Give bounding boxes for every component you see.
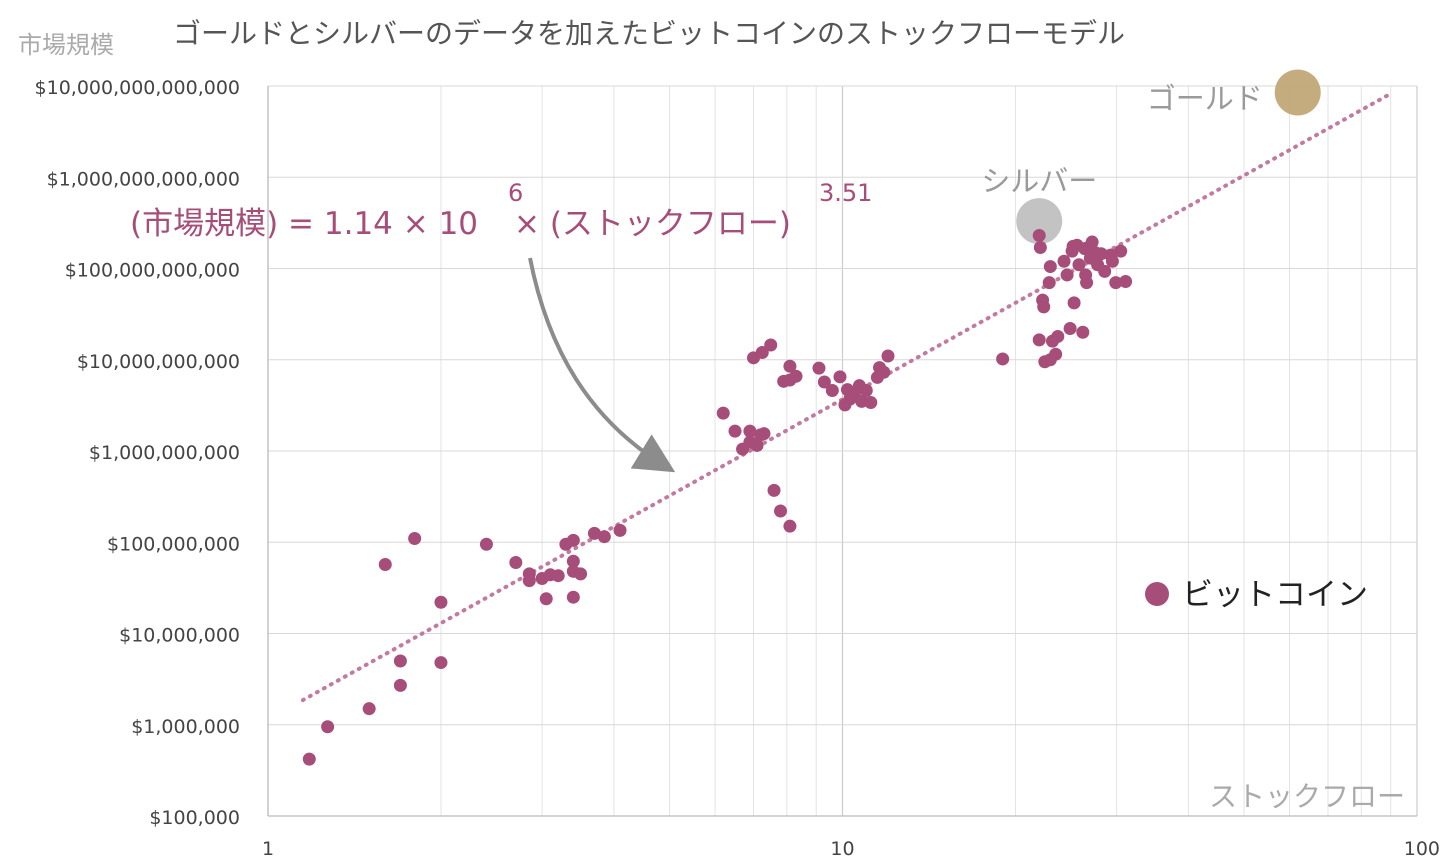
y-tick-label: $100,000,000 [107, 533, 240, 555]
axis-layer: $100,000 $1,000,000 $10,000,000 $100,000,00… [35, 77, 1440, 860]
bitcoin-point [393, 678, 407, 692]
formula-exponent-2: 3.51 [819, 179, 872, 207]
bitcoin-point [539, 592, 553, 606]
formula-pointer-arrow [528, 257, 676, 473]
bitcoin-point [716, 406, 730, 420]
bitcoin-point [743, 424, 757, 438]
bitcoin-point [1072, 258, 1086, 272]
bitcoin-point [408, 531, 422, 545]
bitcoin-point [1114, 244, 1128, 258]
bitcoin-point [789, 369, 803, 383]
bitcoin-point [817, 375, 831, 389]
bitcoin-point [728, 424, 742, 438]
bitcoin-point [1032, 228, 1046, 242]
bitcoin-point [574, 567, 588, 581]
formula-main: (市場規模) = 1.14 × 10 [130, 206, 478, 242]
legend-label-bitcoin: ビットコイン [1182, 577, 1368, 613]
bitcoin-point [1080, 276, 1094, 290]
legend: ビットコイン [1145, 577, 1368, 613]
bitcoin-point [1109, 276, 1123, 290]
bitcoin-point [764, 338, 778, 352]
formula-tail: × (ストックフロー) [514, 206, 791, 242]
y-tick-label: $1,000,000,000,000 [47, 168, 240, 190]
bitcoin-point [812, 361, 826, 375]
bitcoin-point [551, 569, 565, 583]
bitcoin-point [302, 752, 316, 766]
bitcoin-point [1119, 275, 1133, 289]
bitcoin-point [321, 720, 335, 734]
y-tick-label: $1,000,000 [131, 716, 240, 738]
bitcoin-point [1076, 325, 1090, 339]
bitcoin-point [864, 396, 878, 410]
bitcoin-point [1063, 322, 1077, 336]
bitcoin-point [757, 427, 771, 441]
gold-marker [1274, 69, 1321, 116]
gold-label: ゴールド [1147, 81, 1263, 115]
y-tick-label: $10,000,000 [119, 625, 240, 647]
x-axis-label: ストックフロー [1209, 780, 1405, 813]
bitcoin-point [613, 523, 627, 537]
bitcoin-point [833, 370, 847, 384]
legend-marker-bitcoin [1145, 582, 1169, 606]
silver-marker [1016, 198, 1063, 245]
bitcoin-point [825, 384, 839, 398]
bitcoin-point [783, 519, 797, 533]
bitcoin-point [750, 438, 764, 452]
bitcoin-point [996, 352, 1010, 366]
bitcoin-point [434, 595, 448, 609]
x-tick-label: 100 [1404, 838, 1440, 860]
bitcoin-point [479, 537, 493, 551]
bitcoin-point [1043, 260, 1057, 274]
bitcoin-point [566, 590, 580, 604]
y-tick-label: $10,000,000,000 [77, 351, 240, 373]
bitcoin-point [755, 346, 769, 360]
bitcoin-point [566, 554, 580, 568]
bitcoin-point [362, 702, 376, 716]
bitcoin-point [587, 526, 601, 540]
bitcoin-point [1085, 235, 1099, 249]
bitcoin-point [767, 483, 781, 497]
grid-layer [267, 85, 1418, 817]
y-tick-label: $100,000 [149, 807, 240, 829]
bitcoin-point [1105, 254, 1119, 268]
bitcoin-point [597, 530, 611, 544]
bitcoin-point [566, 533, 580, 547]
bitcoin-point [783, 359, 797, 373]
bitcoin-point [1051, 329, 1065, 343]
x-tick-label: 10 [830, 838, 854, 860]
silver-label: シルバー [981, 164, 1097, 198]
bitcoin-point [378, 558, 392, 572]
bitcoin-point [522, 574, 536, 588]
bitcoin-point [509, 555, 523, 569]
bitcoin-point [434, 656, 448, 670]
x-tick-label: 1 [262, 838, 274, 860]
formula-exponent-1: 6 [508, 179, 523, 207]
y-tick-label: $10,000,000,000,000 [35, 77, 240, 99]
bitcoin-point [859, 384, 873, 398]
bitcoin-points [302, 228, 1133, 766]
bitcoin-point [881, 349, 895, 363]
y-tick-label: $100,000,000,000 [65, 260, 240, 282]
bitcoin-point [1049, 347, 1063, 361]
y-axis-label: 市場規模 [18, 31, 114, 59]
bitcoin-point [393, 654, 407, 668]
bitcoin-point [1067, 296, 1081, 310]
bitcoin-point [1037, 300, 1051, 314]
bitcoin-point [877, 365, 891, 379]
chart-title: ゴールドとシルバーのデータを加えたビットコインのストックフローモデル [173, 17, 1125, 50]
bitcoin-point [1094, 247, 1108, 261]
bitcoin-point [1033, 240, 1047, 254]
bitcoin-point [774, 504, 788, 518]
bitcoin-point [1042, 276, 1056, 290]
bitcoin-point [1098, 264, 1112, 278]
bitcoin-point [1060, 268, 1074, 282]
bitcoin-point [1032, 333, 1046, 347]
y-tick-label: $1,000,000,000 [89, 442, 240, 464]
bitcoin-point [1057, 254, 1071, 268]
